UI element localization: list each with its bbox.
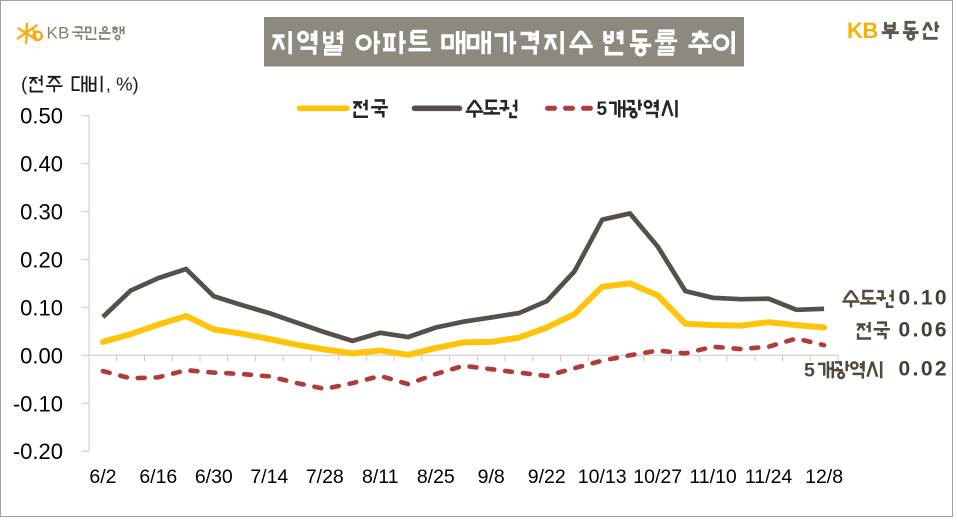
svg-text:(: ( [21, 75, 28, 96]
svg-text:5: 5 [597, 99, 608, 120]
svg-text:KB: KB [847, 18, 878, 43]
svg-text:9/22: 9/22 [528, 466, 566, 488]
svg-text:0.00: 0.00 [20, 343, 63, 368]
svg-text:-0.20: -0.20 [13, 439, 63, 464]
svg-text:-0.10: -0.10 [13, 391, 63, 416]
svg-text:, %): , %) [106, 74, 139, 95]
svg-text:6/2: 6/2 [89, 466, 116, 488]
svg-text:0.30: 0.30 [20, 200, 63, 225]
svg-text:7/14: 7/14 [250, 466, 288, 488]
svg-text:7/28: 7/28 [306, 466, 344, 488]
svg-text:0.06: 0.06 [899, 318, 949, 341]
svg-text:0.50: 0.50 [20, 104, 63, 129]
svg-text:8/25: 8/25 [417, 466, 455, 488]
svg-text:0.20: 0.20 [20, 248, 63, 273]
svg-text:0.10: 0.10 [899, 286, 949, 309]
svg-text:9/8: 9/8 [478, 466, 505, 488]
svg-text:6/16: 6/16 [139, 466, 177, 488]
svg-text:8/11: 8/11 [362, 466, 399, 488]
svg-text:5: 5 [804, 360, 815, 382]
svg-text:0.40: 0.40 [20, 152, 63, 177]
svg-text:11/24: 11/24 [745, 466, 793, 488]
svg-text:12/8: 12/8 [805, 466, 843, 488]
svg-text:10/27: 10/27 [633, 466, 682, 488]
svg-text:10/13: 10/13 [578, 466, 627, 488]
svg-text:6/30: 6/30 [195, 466, 233, 488]
svg-text:0.02: 0.02 [899, 357, 949, 380]
svg-text:KB: KB [47, 24, 70, 43]
svg-text:0.10: 0.10 [20, 295, 63, 320]
svg-text:11/10: 11/10 [689, 466, 737, 488]
